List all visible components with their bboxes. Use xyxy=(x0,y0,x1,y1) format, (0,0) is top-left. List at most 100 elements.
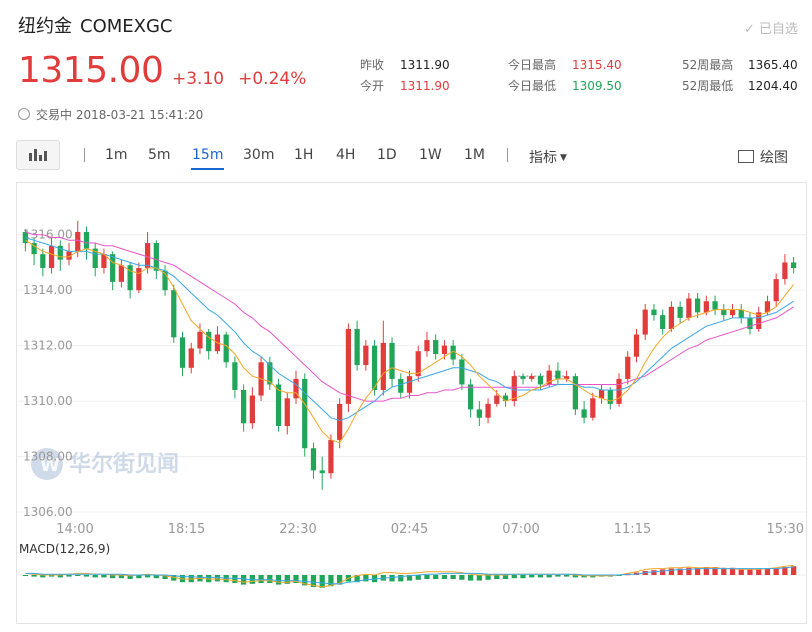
candle-up xyxy=(598,390,605,399)
candle-down xyxy=(31,243,37,255)
macd-histogram-bar xyxy=(101,575,107,578)
candle-down xyxy=(537,376,544,385)
clock-icon xyxy=(18,108,30,120)
x-axis-ticks: 14:00 18:15 22:30 02:45 07:00 11:15 15:30 xyxy=(56,522,804,537)
stat-value: 1311.90 xyxy=(400,79,450,93)
candle-down xyxy=(232,362,238,390)
candle-down xyxy=(721,309,727,316)
chevron-down-icon: ▼ xyxy=(560,153,567,163)
candle-up xyxy=(756,312,762,329)
macd-histogram-bar xyxy=(406,575,413,581)
candle-up xyxy=(380,342,386,390)
candle-down xyxy=(694,298,701,313)
candle-down xyxy=(555,370,561,379)
macd-histogram-bar xyxy=(389,575,395,582)
candle-up xyxy=(729,309,736,316)
macd-histogram-bar xyxy=(337,575,343,585)
timeframe-15m[interactable]: 15m xyxy=(190,147,225,170)
macd-histogram-bar xyxy=(75,575,81,576)
y-tick-label: 1310.00 xyxy=(23,394,73,408)
macd-histogram-bar xyxy=(467,575,474,581)
candle-down xyxy=(660,315,666,329)
candle-down xyxy=(677,306,683,318)
candle-up xyxy=(75,231,81,252)
candle-down xyxy=(171,290,177,338)
candle-down xyxy=(371,345,378,390)
macd-histogram-bar xyxy=(328,575,334,587)
timeframe-1w[interactable]: 1W xyxy=(419,147,442,163)
candle-up xyxy=(136,268,142,291)
macd-histogram-bar xyxy=(110,575,116,579)
macd-histogram-bar xyxy=(162,575,168,579)
macd-histogram-bar xyxy=(616,575,622,576)
indicator-dropdown[interactable]: 指标 ▼ xyxy=(529,147,567,167)
draw-label: 绘图 xyxy=(760,150,788,166)
macd-histogram-bar xyxy=(232,575,238,583)
candle-down xyxy=(607,390,613,404)
candle-up xyxy=(564,376,570,379)
macd-histogram-bar xyxy=(415,575,421,580)
candle-up xyxy=(633,334,640,357)
timeframe-1mo[interactable]: 1M xyxy=(464,147,485,163)
candle-up xyxy=(616,378,622,404)
candle-down xyxy=(520,376,526,379)
candle-down xyxy=(354,329,360,366)
candle-up xyxy=(529,376,535,379)
stat-value: 1309.50 xyxy=(572,79,622,93)
x-tick-label: 11:15 xyxy=(614,522,651,537)
candle-up xyxy=(66,251,72,260)
candle-down xyxy=(310,448,317,471)
candle-up xyxy=(345,329,352,404)
draw-tool-button[interactable]: 绘图 xyxy=(738,147,788,167)
y-axis-ticks: 1306.00 1308.00 1310.00 1312.00 1314.00 1316.… xyxy=(23,228,73,519)
instrument-name-cn: 纽约金 xyxy=(18,16,72,37)
stat-label: 昨收 xyxy=(360,58,385,72)
candle-up xyxy=(424,340,430,352)
macd-histogram-bar xyxy=(433,575,439,579)
candle-down xyxy=(83,231,90,249)
candle-down xyxy=(110,254,116,282)
macd-histogram-bar xyxy=(660,569,666,575)
candle-down xyxy=(127,265,133,291)
macd-histogram-bar xyxy=(424,575,430,579)
chart-area[interactable]: W 华尔街见闻 1306.00 1308.00 1310.00 1312.00 1314… xyxy=(16,182,807,624)
macd-histogram-bar xyxy=(450,575,456,579)
macd-histogram-bar xyxy=(83,575,90,577)
y-tick-label: 1316.00 xyxy=(23,228,73,242)
stat-value: 1315.40 xyxy=(572,58,622,72)
candlestick-icon[interactable] xyxy=(16,140,60,170)
macd-histogram-bar xyxy=(712,567,718,575)
watchlist-button[interactable]: ✓ 已自选 xyxy=(743,22,798,37)
candle-down xyxy=(40,254,46,268)
y-tick-label: 1308.00 xyxy=(23,450,73,464)
macd-histogram-bar xyxy=(302,575,308,586)
timeframe-1h[interactable]: 1H xyxy=(294,147,314,163)
chart-svg[interactable]: W 华尔街见闻 1306.00 1308.00 1310.00 1312.00 1314… xyxy=(17,183,806,623)
macd-histogram-bar xyxy=(668,568,675,575)
macd-histogram-bar xyxy=(791,566,797,575)
timeframe-5m[interactable]: 5m xyxy=(148,147,171,163)
candle-up xyxy=(642,309,648,335)
macd-dea-line xyxy=(25,566,794,585)
candle-up xyxy=(337,403,343,440)
candle-up xyxy=(48,245,55,268)
candle-down xyxy=(476,409,482,418)
candle-up xyxy=(118,265,125,282)
candle-up xyxy=(249,395,255,424)
timeframe-1m[interactable]: 1m xyxy=(105,147,128,163)
macd-histogram-bar xyxy=(258,575,264,583)
macd-histogram-bar xyxy=(529,575,535,578)
macd-histogram-bar xyxy=(546,575,552,578)
timeframe-4h[interactable]: 4H xyxy=(336,147,356,163)
macd-histogram-bar xyxy=(363,575,369,582)
candle-up xyxy=(686,298,692,318)
timeframe-30m[interactable]: 30m xyxy=(243,147,275,163)
candle-up xyxy=(703,301,709,313)
timeframe-1d[interactable]: 1D xyxy=(377,147,397,163)
stats-col-3: 52周最高 1365.40 52周最低 1204.40 xyxy=(682,55,798,97)
y-tick-label: 1314.00 xyxy=(23,283,73,297)
candle-down xyxy=(319,470,325,474)
macd-histogram-bar xyxy=(511,575,517,579)
candle-down xyxy=(459,359,465,385)
macd-histogram-bar xyxy=(118,575,125,579)
